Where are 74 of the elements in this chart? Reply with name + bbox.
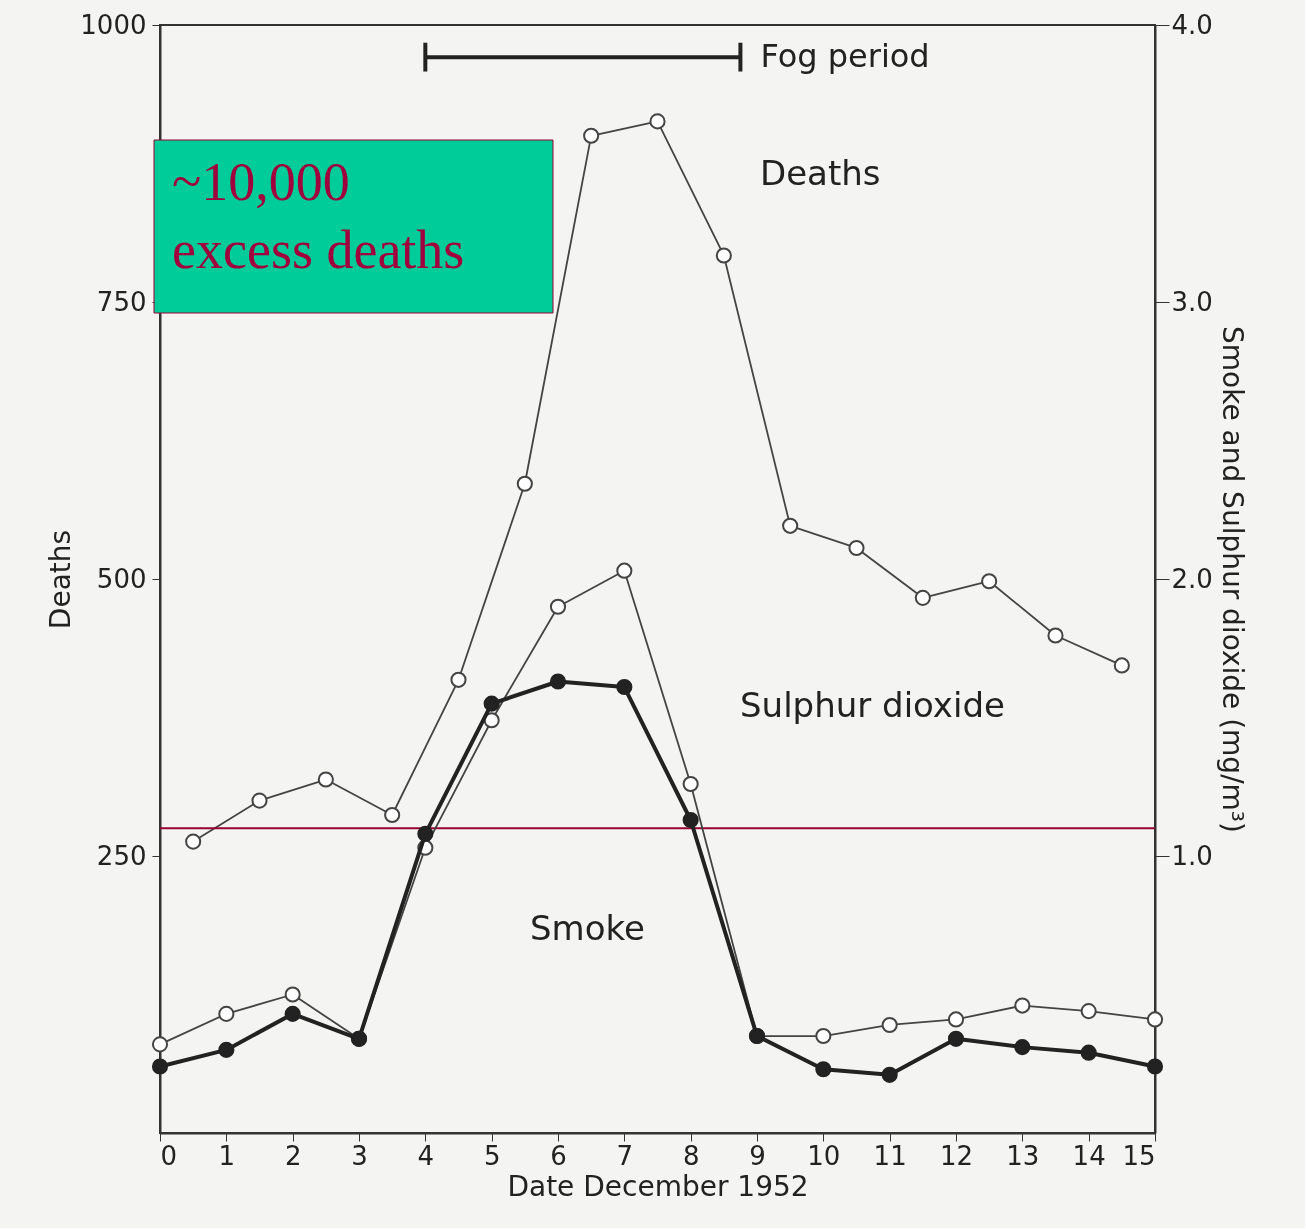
- point: [616, 678, 633, 696]
- annotation: ~10,000 excess deaths: [172, 152, 465, 280]
- x-tick-label: 11: [873, 1140, 907, 1171]
- point: [848, 539, 865, 557]
- point: [450, 671, 467, 688]
- y-tick-label: 750: [96, 286, 147, 317]
- x-tick-label: 6: [550, 1140, 567, 1171]
- y2-axis-title: Smoke and Sulphur dioxide (mg/m³): [1215, 326, 1249, 833]
- point: [1113, 657, 1130, 674]
- x-tick-label: 12: [939, 1140, 974, 1171]
- point: [251, 792, 268, 809]
- point: [947, 1030, 965, 1047]
- point: [682, 811, 699, 829]
- point: [417, 825, 434, 842]
- point: [914, 589, 931, 606]
- x-tick-label: 13: [1006, 1140, 1040, 1171]
- point: [516, 475, 533, 492]
- point: [981, 573, 998, 590]
- point: [284, 1005, 301, 1022]
- series-label: Sulphur dioxide: [740, 685, 1005, 725]
- x-tick-label: 15: [1122, 1140, 1156, 1171]
- x-tick-label: 0: [160, 1140, 178, 1171]
- point: [483, 695, 500, 712]
- annotation: Fog period: [760, 37, 930, 76]
- x-tick-label: 5: [483, 1140, 501, 1171]
- x-tick-label: 10: [807, 1140, 841, 1171]
- point: [1014, 997, 1031, 1014]
- point: [583, 127, 600, 144]
- point: [483, 712, 500, 729]
- x-tick-label: 2: [284, 1140, 302, 1171]
- x-axis-title: Date December 1952: [507, 1169, 809, 1203]
- point: [1146, 1011, 1164, 1028]
- point: [151, 1058, 169, 1075]
- x-tick-label: 3: [351, 1140, 368, 1171]
- point: [649, 113, 666, 130]
- y2-tick-label: 1.0: [1171, 840, 1213, 871]
- x-tick-label: 8: [682, 1140, 700, 1171]
- y-axis-title: Deaths: [44, 529, 78, 630]
- point: [881, 1066, 898, 1083]
- point: [815, 1061, 832, 1078]
- point: [682, 775, 699, 793]
- text: Smoke: [530, 908, 645, 948]
- point: [1014, 1039, 1031, 1056]
- y2-tick-label: 4.0: [1171, 9, 1213, 40]
- point: [549, 598, 567, 615]
- point: [317, 771, 334, 788]
- point: [549, 673, 567, 690]
- point: [1047, 627, 1064, 644]
- point: [815, 1027, 832, 1045]
- point: [782, 517, 799, 534]
- point: [715, 247, 732, 264]
- y2-tick-label: 3.0: [1171, 286, 1213, 317]
- y-tick-label: 250: [96, 840, 147, 871]
- x-tick-label: 1: [218, 1140, 236, 1171]
- point: [284, 986, 301, 1003]
- x-tick-label: 7: [616, 1140, 634, 1171]
- y-tick-label: 500: [96, 563, 147, 594]
- point: [1080, 1044, 1097, 1061]
- x-tick-label: 4: [417, 1140, 435, 1171]
- point: [616, 562, 633, 579]
- y2-tick-label: 2.0: [1171, 563, 1213, 594]
- point: [1080, 1003, 1097, 1020]
- point: [151, 1036, 169, 1053]
- point: [947, 1011, 965, 1028]
- x-tick-label: 14: [1072, 1140, 1106, 1171]
- x-tick-label: 9: [749, 1140, 766, 1171]
- y-tick-label: 1000: [80, 9, 147, 40]
- point: [384, 806, 401, 824]
- point: [185, 833, 202, 850]
- point: [1146, 1058, 1164, 1075]
- point: [881, 1016, 898, 1034]
- series-label: Deaths: [760, 153, 881, 193]
- point: [218, 1041, 235, 1058]
- point: [218, 1005, 235, 1022]
